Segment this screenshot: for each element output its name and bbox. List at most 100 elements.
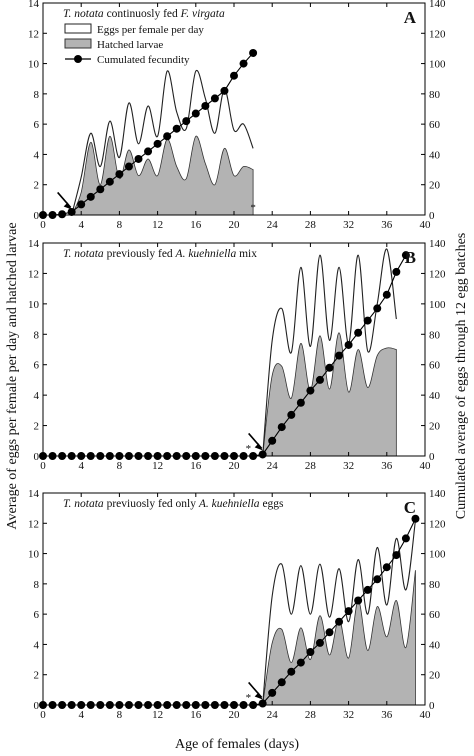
panel-letter: B (405, 248, 416, 267)
y-left-tick-label: 12 (28, 518, 39, 530)
cumulated-fecundity-point (182, 117, 191, 126)
x-tick-label: 24 (267, 709, 279, 721)
x-tick-label: 40 (420, 709, 432, 721)
eggs-per-female-line (262, 248, 397, 457)
y-right-tick-label: 120 (429, 28, 446, 40)
x-tick-label: 28 (305, 709, 317, 721)
legend-label: Eggs per female per day (97, 24, 204, 36)
cumulated-fecundity-point (401, 534, 410, 543)
y-right-tick-label: 20 (429, 421, 441, 433)
cumulated-fecundity-point (401, 251, 410, 260)
cumulated-fecundity-point (67, 207, 76, 216)
asterisk-annotation: * (246, 692, 252, 704)
y-left-tick-label: 10 (28, 59, 40, 71)
cumulated-fecundity-point (105, 177, 114, 186)
y-left-tick-label: 0 (34, 451, 40, 463)
y-left-tick-label: 2 (34, 421, 40, 433)
y-left-tick-label: 8 (34, 329, 40, 341)
y-right-tick-label: 80 (429, 329, 441, 341)
x-tick-label: 0 (40, 709, 46, 721)
cumulated-fecundity-point (96, 185, 105, 194)
y-right-tick-label: 60 (429, 360, 441, 372)
y-right-tick-label: 20 (429, 180, 441, 192)
cumulated-fecundity-point (134, 154, 143, 163)
y-left-axis-title: Average of eggs per female per day and h… (5, 222, 20, 529)
cumulated-fecundity-point (325, 363, 334, 372)
y-left-tick-label: 6 (34, 609, 40, 621)
cumulated-fecundity-point (354, 328, 363, 337)
cumulated-fecundity-point (268, 436, 277, 445)
x-tick-label: 40 (420, 460, 432, 472)
y-left-tick-label: 6 (34, 119, 40, 131)
cumulated-fecundity-point (382, 563, 391, 572)
y-left-tick-label: 4 (34, 639, 40, 651)
cumulated-fecundity-point (296, 658, 305, 667)
y-left-tick-label: 4 (34, 149, 40, 161)
hatched-larvae-area (71, 135, 254, 216)
y-right-tick-label: 120 (429, 518, 446, 530)
x-tick-label: 32 (343, 460, 354, 472)
cumulated-fecundity-point (325, 628, 334, 637)
asterisk-annotation: * (250, 202, 256, 214)
cumulated-fecundity-point (249, 48, 258, 57)
x-tick-label: 36 (381, 460, 393, 472)
panel-c: 0 4 8 12 16 20 24 28 32 36 40024681012140204060801… (28, 488, 446, 721)
cumulated-fecundity-point (115, 170, 124, 179)
legend-swatch-eggs (64, 23, 92, 34)
cumulated-fecundity-point (163, 132, 172, 141)
y-left-tick-label: 14 (28, 0, 40, 10)
cumulated-fecundity-point (373, 304, 382, 313)
y-right-tick-label: 80 (429, 89, 441, 101)
panel-letter: C (404, 498, 416, 517)
panel-title: T. notata previuosly fed only A. kuehnie… (63, 498, 284, 510)
y-right-tick-label: 0 (429, 700, 435, 712)
x-tick-label: 4 (78, 460, 84, 472)
legend-label: Cumulated fecundity (97, 54, 190, 66)
cumulated-fecundity-point (191, 109, 200, 118)
x-tick-label: 20 (229, 460, 241, 472)
x-tick-label: 20 (229, 219, 241, 231)
y-right-tick-label: 0 (429, 210, 435, 222)
cumulated-fecundity-point (201, 101, 210, 110)
x-tick-label: 12 (152, 709, 163, 721)
panel-title: T. notata continuosly fed F. virgata (63, 8, 225, 20)
x-tick-label: 8 (117, 460, 123, 472)
x-tick-label: 40 (420, 219, 432, 231)
cumulated-fecundity-point (287, 667, 296, 676)
y-right-tick-label: 100 (429, 549, 446, 561)
y-left-tick-label: 10 (28, 549, 40, 561)
y-right-tick-label: 40 (429, 149, 441, 161)
cumulated-fecundity-point (77, 200, 86, 209)
y-right-axis-title: Cumulated average of eggs through 12 egg… (454, 233, 469, 520)
cumulated-fecundity-point (230, 71, 238, 80)
x-tick-label: 24 (267, 219, 279, 231)
x-tick-label: 28 (305, 460, 317, 472)
cumulated-fecundity-point (287, 410, 296, 419)
x-tick-label: 8 (117, 219, 123, 231)
cumulated-fecundity-point (153, 139, 162, 148)
cumulated-fecundity-point (344, 607, 353, 616)
y-left-tick-label: 6 (34, 360, 40, 372)
y-right-tick-label: 60 (429, 119, 441, 131)
y-right-tick-label: 100 (429, 299, 446, 311)
legend-swatch-cumulated-dot (74, 55, 82, 63)
cumulated-fecundity-point (220, 86, 229, 95)
y-right-tick-label: 120 (429, 268, 446, 280)
panel-title: T. notata previously fed A. kuehniella m… (63, 248, 257, 260)
x-tick-label: 36 (381, 709, 393, 721)
x-tick-label: 32 (343, 219, 354, 231)
y-left-tick-label: 8 (34, 579, 40, 591)
y-right-tick-label: 100 (429, 59, 446, 71)
cumulated-fecundity-point (86, 192, 95, 201)
cumulated-fecundity-point (392, 551, 401, 560)
cumulated-fecundity-point (392, 267, 401, 276)
y-left-tick-label: 0 (34, 700, 40, 712)
asterisk-annotation: * (246, 443, 252, 455)
cumulated-fecundity-point (258, 450, 267, 459)
panel-a: 0 4 8 12 16 20 24 28 32 36 40024681012140204060801… (28, 0, 446, 231)
y-left-tick-label: 12 (28, 28, 39, 40)
y-right-tick-label: 40 (429, 639, 441, 651)
x-tick-label: 20 (229, 709, 241, 721)
onset-arrow-head (254, 692, 263, 700)
cumulated-fecundity-point (172, 124, 181, 133)
